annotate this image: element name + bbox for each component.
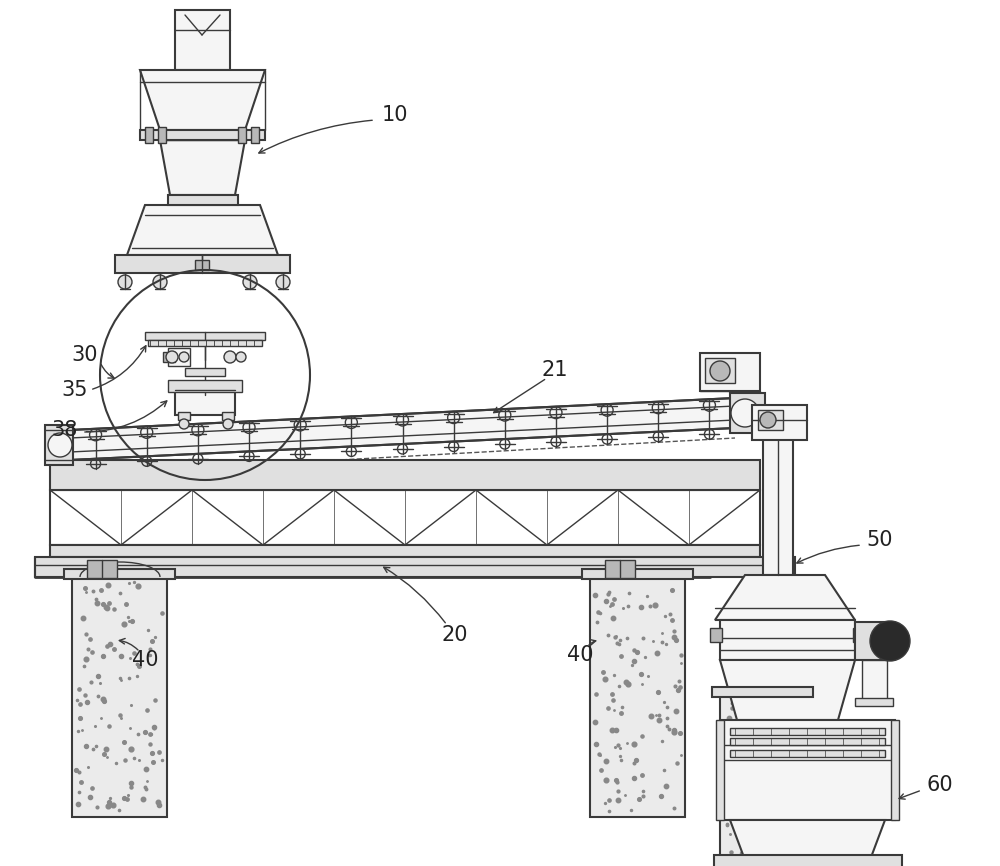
Bar	[50, 490, 760, 545]
Bar	[730, 393, 765, 433]
Circle shape	[118, 275, 132, 289]
Circle shape	[48, 433, 72, 457]
Bar	[50, 545, 760, 557]
Circle shape	[153, 275, 167, 289]
Bar	[87, 560, 117, 578]
Bar	[712, 687, 813, 697]
Bar	[730, 750, 885, 757]
Bar	[175, 10, 230, 70]
Circle shape	[236, 352, 246, 362]
Text: 10: 10	[382, 105, 408, 125]
Text: 40: 40	[132, 650, 158, 670]
Circle shape	[166, 351, 178, 363]
Bar	[853, 628, 865, 642]
Bar	[148, 340, 262, 346]
Text: 30: 30	[72, 345, 98, 365]
Bar	[700, 353, 760, 391]
Bar	[891, 720, 899, 820]
Bar	[140, 130, 265, 140]
Polygon shape	[127, 205, 278, 255]
Polygon shape	[70, 398, 735, 460]
Polygon shape	[715, 575, 855, 620]
Bar	[763, 430, 793, 575]
Polygon shape	[730, 820, 885, 860]
Polygon shape	[140, 70, 265, 130]
Bar	[168, 380, 242, 392]
Circle shape	[223, 419, 233, 429]
Bar	[222, 412, 234, 420]
Bar	[238, 127, 246, 143]
Bar	[185, 368, 225, 376]
Circle shape	[179, 352, 189, 362]
Bar	[115, 255, 290, 273]
Text: 60: 60	[927, 775, 953, 795]
Bar	[720, 620, 855, 660]
Bar	[251, 127, 259, 143]
Bar	[855, 622, 893, 660]
Bar	[720, 695, 805, 860]
Bar	[35, 557, 795, 577]
Bar	[168, 195, 238, 205]
Bar	[168, 348, 190, 366]
Bar	[862, 660, 887, 700]
Text: 20: 20	[442, 625, 468, 645]
Bar	[72, 577, 167, 817]
Text: 21: 21	[542, 360, 568, 380]
Text: 35: 35	[62, 380, 88, 400]
Circle shape	[710, 361, 730, 381]
Bar	[716, 720, 724, 820]
Circle shape	[731, 399, 759, 427]
Bar	[710, 628, 722, 642]
Circle shape	[760, 412, 776, 428]
Circle shape	[243, 275, 257, 289]
Bar	[730, 738, 885, 745]
Circle shape	[870, 621, 910, 661]
Bar	[45, 425, 73, 465]
Bar	[175, 390, 235, 415]
Bar	[163, 352, 175, 362]
Bar	[855, 698, 893, 706]
Bar	[582, 569, 693, 579]
Polygon shape	[720, 660, 855, 720]
Bar	[714, 855, 902, 866]
Bar	[605, 560, 635, 578]
Bar	[752, 405, 807, 440]
Bar	[590, 577, 685, 817]
Bar	[720, 720, 895, 820]
Bar	[50, 460, 760, 490]
Text: 38: 38	[52, 420, 78, 440]
Text: 40: 40	[567, 645, 593, 665]
Circle shape	[276, 275, 290, 289]
Bar	[178, 412, 190, 420]
Bar	[158, 127, 166, 143]
Circle shape	[179, 419, 189, 429]
Bar	[145, 127, 153, 143]
Bar	[758, 410, 783, 430]
Bar	[195, 260, 209, 270]
Bar	[730, 728, 885, 735]
Bar	[705, 358, 735, 383]
Text: 50: 50	[867, 530, 893, 550]
Circle shape	[224, 351, 236, 363]
Bar	[64, 569, 175, 579]
Polygon shape	[160, 140, 245, 195]
Bar	[145, 332, 265, 340]
